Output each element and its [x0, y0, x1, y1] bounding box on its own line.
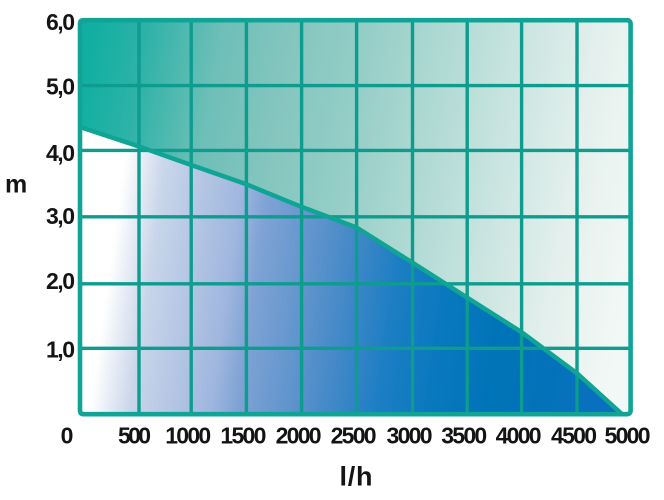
svg-text:m: m: [5, 171, 27, 199]
svg-text:1,0: 1,0: [46, 336, 75, 362]
svg-text:1000: 1000: [165, 423, 211, 449]
svg-text:2000: 2000: [276, 423, 322, 449]
svg-text:4,0: 4,0: [46, 140, 75, 166]
svg-text:0: 0: [61, 423, 74, 449]
svg-text:3000: 3000: [387, 423, 433, 449]
svg-text:5,0: 5,0: [46, 73, 75, 99]
svg-text:l/h: l/h: [340, 462, 373, 492]
svg-text:2,0: 2,0: [46, 268, 75, 294]
svg-text:3500: 3500: [441, 423, 487, 449]
svg-text:3,0: 3,0: [46, 203, 75, 229]
svg-text:6,0: 6,0: [46, 9, 75, 35]
svg-text:500: 500: [118, 423, 151, 449]
svg-text:4000: 4000: [496, 423, 542, 449]
svg-text:5000: 5000: [605, 423, 651, 449]
svg-text:4500: 4500: [551, 423, 597, 449]
svg-text:1500: 1500: [220, 423, 266, 449]
svg-text:2500: 2500: [331, 423, 377, 449]
